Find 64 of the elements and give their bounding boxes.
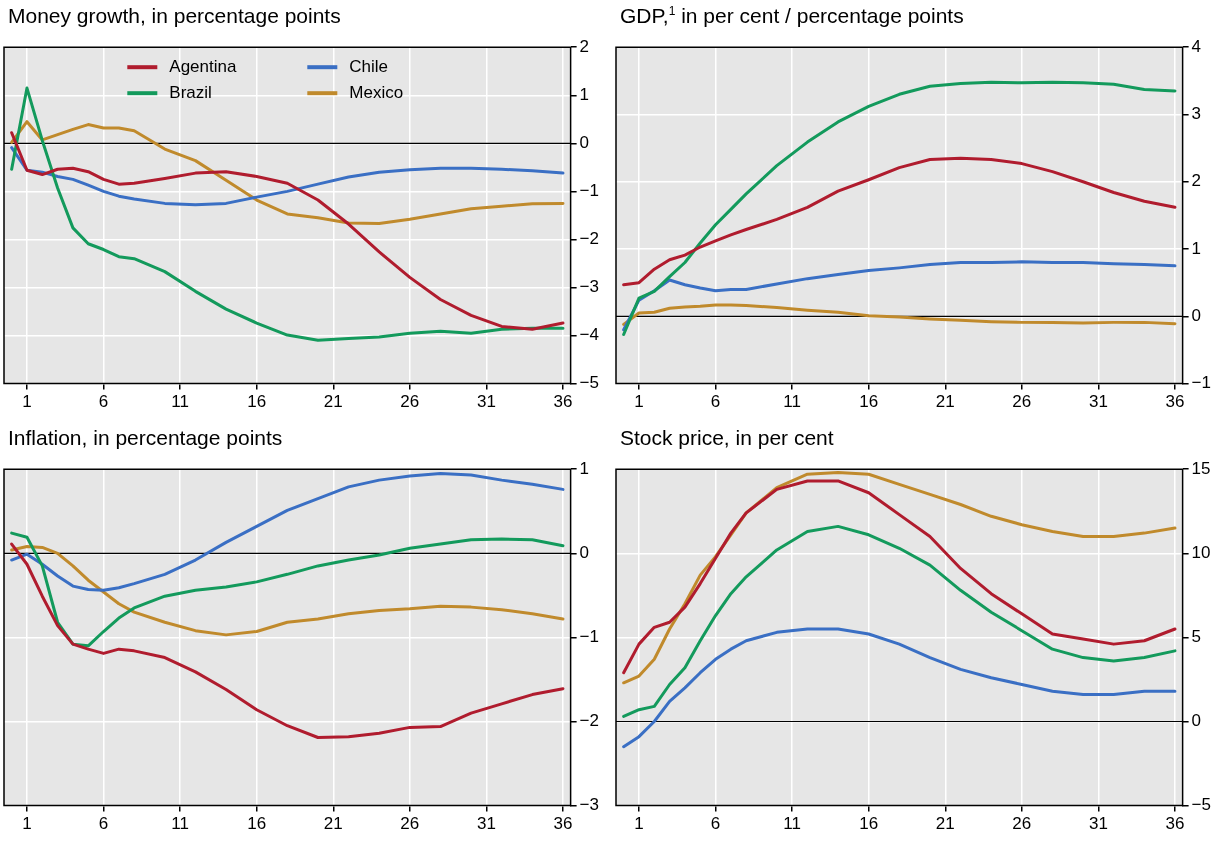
chart-title: Inflation, in percentage points <box>8 426 284 451</box>
x-tick-label: 6 <box>98 814 109 834</box>
y-tick-label: 1 <box>579 84 590 104</box>
x-tick-label: 21 <box>323 392 343 412</box>
x-tick-label: 31 <box>476 392 496 412</box>
x-tick-label: 6 <box>710 814 721 834</box>
x-tick-label: 21 <box>323 814 343 834</box>
legend-label: Mexico <box>349 82 404 102</box>
x-tick-label: 1 <box>22 814 32 834</box>
x-tick-label: 36 <box>553 392 573 412</box>
x-tick-label: 11 <box>171 814 189 834</box>
x-tick-label: 36 <box>1165 814 1185 834</box>
x-tick-label: 31 <box>476 814 496 834</box>
y-tick-label: 0 <box>1191 306 1202 326</box>
y-tick-label: 4 <box>1191 36 1202 56</box>
chart-title: Money growth, in percentage points <box>8 4 342 29</box>
x-tick-label: 16 <box>859 392 879 412</box>
x-tick-label: 11 <box>171 392 189 412</box>
y-tick-label: 1 <box>579 458 590 478</box>
x-tick-label: 31 <box>1088 814 1108 834</box>
y-tick-label: −3 <box>579 277 600 297</box>
legend-label: Chile <box>349 56 389 76</box>
x-tick-label: 36 <box>1165 392 1185 412</box>
y-tick-label: 2 <box>579 36 590 56</box>
y-tick-label: −1 <box>579 627 600 647</box>
x-tick-label: 36 <box>553 814 573 834</box>
x-tick-label: 1 <box>22 392 32 412</box>
x-tick-label: 16 <box>247 392 267 412</box>
x-tick-label: 21 <box>935 392 955 412</box>
x-tick-label: 26 <box>1012 392 1032 412</box>
y-tick-label: 15 <box>1191 458 1211 478</box>
y-tick-label: 1 <box>1191 238 1202 258</box>
y-tick-label: 10 <box>1191 542 1211 562</box>
chart-title: Stock price, in per cent <box>620 426 835 451</box>
y-tick-label: 0 <box>579 133 590 152</box>
legend-label: Agentina <box>169 56 237 76</box>
x-tick-label: 11 <box>783 814 801 834</box>
x-tick-label: 21 <box>935 814 955 834</box>
x-tick-label: 11 <box>783 392 801 412</box>
y-tick-label: −2 <box>579 711 600 731</box>
y-tick-label: −5 <box>1191 795 1212 815</box>
y-tick-label: 2 <box>1191 171 1202 191</box>
x-tick-label: 1 <box>634 814 644 834</box>
y-tick-label: −2 <box>579 229 600 249</box>
x-tick-label: 26 <box>1012 814 1032 834</box>
x-tick-label: 16 <box>859 814 879 834</box>
chart-title: GDP,$^{1}$ in per cent / percentage points <box>620 4 965 29</box>
y-tick-label: −1 <box>1191 373 1212 393</box>
x-tick-label: 6 <box>710 392 721 412</box>
y-tick-label: 3 <box>1191 104 1202 124</box>
y-tick-label: −1 <box>579 181 600 201</box>
x-tick-label: 26 <box>400 814 420 834</box>
y-tick-label: −4 <box>579 325 600 345</box>
legend-label: Brazil <box>169 82 212 102</box>
y-tick-label: 5 <box>1191 627 1202 647</box>
y-tick-label: 0 <box>579 542 590 562</box>
y-tick-label: −5 <box>579 373 600 393</box>
x-tick-label: 26 <box>400 392 420 412</box>
x-tick-label: 31 <box>1088 392 1108 412</box>
y-tick-label: 0 <box>1191 711 1202 731</box>
x-tick-label: 6 <box>98 392 109 412</box>
x-tick-label: 1 <box>634 392 644 412</box>
y-tick-label: −3 <box>579 795 600 815</box>
x-tick-label: 16 <box>247 814 267 834</box>
